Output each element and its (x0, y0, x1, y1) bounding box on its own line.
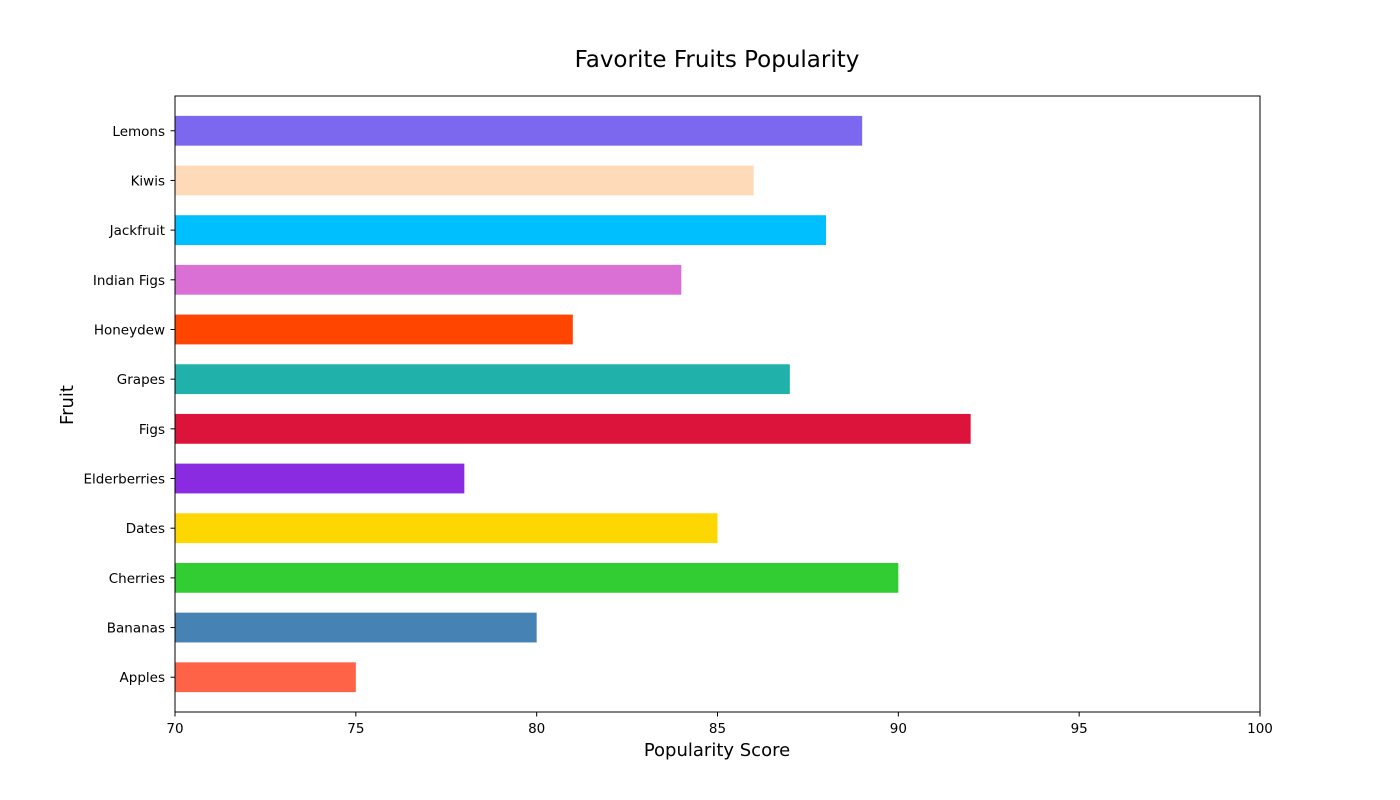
bar-elderberries (175, 463, 465, 494)
bar-grapes (175, 364, 790, 395)
y-tick-label-indian-figs: Indian Figs (93, 273, 165, 289)
bars-group (175, 115, 971, 693)
x-tick-label-70: 70 (166, 721, 183, 737)
y-tick-label-apples: Apples (120, 670, 165, 686)
bar-figs (175, 413, 971, 444)
bar-bananas (175, 612, 537, 643)
bar-kiwis (175, 165, 754, 196)
bar-lemons (175, 115, 863, 146)
y-tick-label-figs: Figs (139, 422, 165, 438)
x-axis-ticks: 70 75 80 85 90 95 100 (166, 712, 1273, 737)
bar-dates (175, 513, 718, 544)
x-tick-label-75: 75 (347, 721, 364, 737)
chart-title: Favorite Fruits Popularity (575, 47, 860, 73)
y-tick-label-elderberries: Elderberries (83, 472, 165, 488)
y-axis-ticks: Apples Bananas Cherries Dates Elderberries Fi… (83, 124, 175, 686)
plot-frame (174, 95, 1261, 713)
x-axis-label: Popularity Score (644, 740, 790, 761)
x-tick-label-80: 80 (528, 721, 545, 737)
y-tick-label-lemons: Lemons (112, 124, 165, 140)
bar-indian-figs (175, 264, 682, 295)
bar-apples (175, 662, 356, 693)
y-tick-label-kiwis: Kiwis (131, 173, 165, 189)
x-tick-label-90: 90 (890, 721, 907, 737)
x-tick-label-100: 100 (1247, 721, 1273, 737)
x-tick-label-95: 95 (1071, 721, 1088, 737)
y-tick-label-jackfruit: Jackfruit (109, 223, 165, 239)
y-tick-label-bananas: Bananas (107, 621, 165, 637)
bar-jackfruit (175, 215, 826, 246)
y-tick-label-dates: Dates (126, 521, 165, 537)
y-tick-label-honeydew: Honeydew (94, 322, 165, 338)
y-tick-label-grapes: Grapes (117, 372, 165, 388)
bar-honeydew (175, 314, 573, 345)
bar-cherries (175, 562, 899, 593)
x-tick-label-85: 85 (709, 721, 726, 737)
y-tick-label-cherries: Cherries (109, 571, 165, 587)
y-axis-label: Fruit (57, 385, 78, 425)
